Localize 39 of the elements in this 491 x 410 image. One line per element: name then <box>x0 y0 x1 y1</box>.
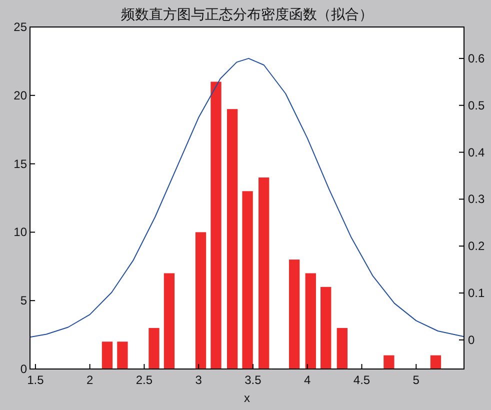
x-tick-label: 4 <box>304 373 312 387</box>
y2-tick-label: 0.6 <box>468 51 486 66</box>
y-tick-label: 15 <box>14 156 28 171</box>
bar <box>164 273 175 369</box>
bar <box>195 232 206 369</box>
x-axis-title: x <box>244 391 250 405</box>
bar <box>320 286 332 369</box>
bar <box>210 82 222 369</box>
chart-title: 频数直方图与正态分布密度函数（拟合） <box>121 6 373 22</box>
y-tick-label: 20 <box>14 88 28 102</box>
y-tick-label: 10 <box>14 225 28 240</box>
x-tick-label: 3.5 <box>244 373 262 387</box>
bar <box>102 342 113 369</box>
bar <box>305 273 316 369</box>
y2-tick-label: 0 <box>468 332 475 347</box>
x-tick-label: 2.5 <box>136 373 153 387</box>
x-tick-label: 3 <box>195 373 202 387</box>
x-tick-label: 4.5 <box>353 373 370 387</box>
y-tick-label: 25 <box>14 20 28 34</box>
bar <box>117 342 128 369</box>
bar <box>430 355 442 369</box>
y2-tick-label: 0.2 <box>468 239 486 254</box>
bar <box>226 109 238 369</box>
y-tick-label: 0 <box>20 362 28 376</box>
y2-tick-label: 0.4 <box>468 145 486 160</box>
x-tick-label: 1.5 <box>27 373 44 387</box>
bar <box>148 328 160 369</box>
line-series <box>30 58 464 338</box>
bar <box>384 355 394 369</box>
y2-tick-label: 0.5 <box>468 98 486 112</box>
y2-tick-label: 0.1 <box>468 286 486 300</box>
bar <box>336 328 348 369</box>
x-tick-label: 2 <box>86 373 94 387</box>
x-tick-label: 5 <box>412 373 420 387</box>
bar <box>288 260 300 369</box>
y-tick-label: 5 <box>20 294 28 308</box>
bar <box>258 177 270 369</box>
y2-tick-label: 0.3 <box>468 192 486 206</box>
bar <box>242 191 253 369</box>
